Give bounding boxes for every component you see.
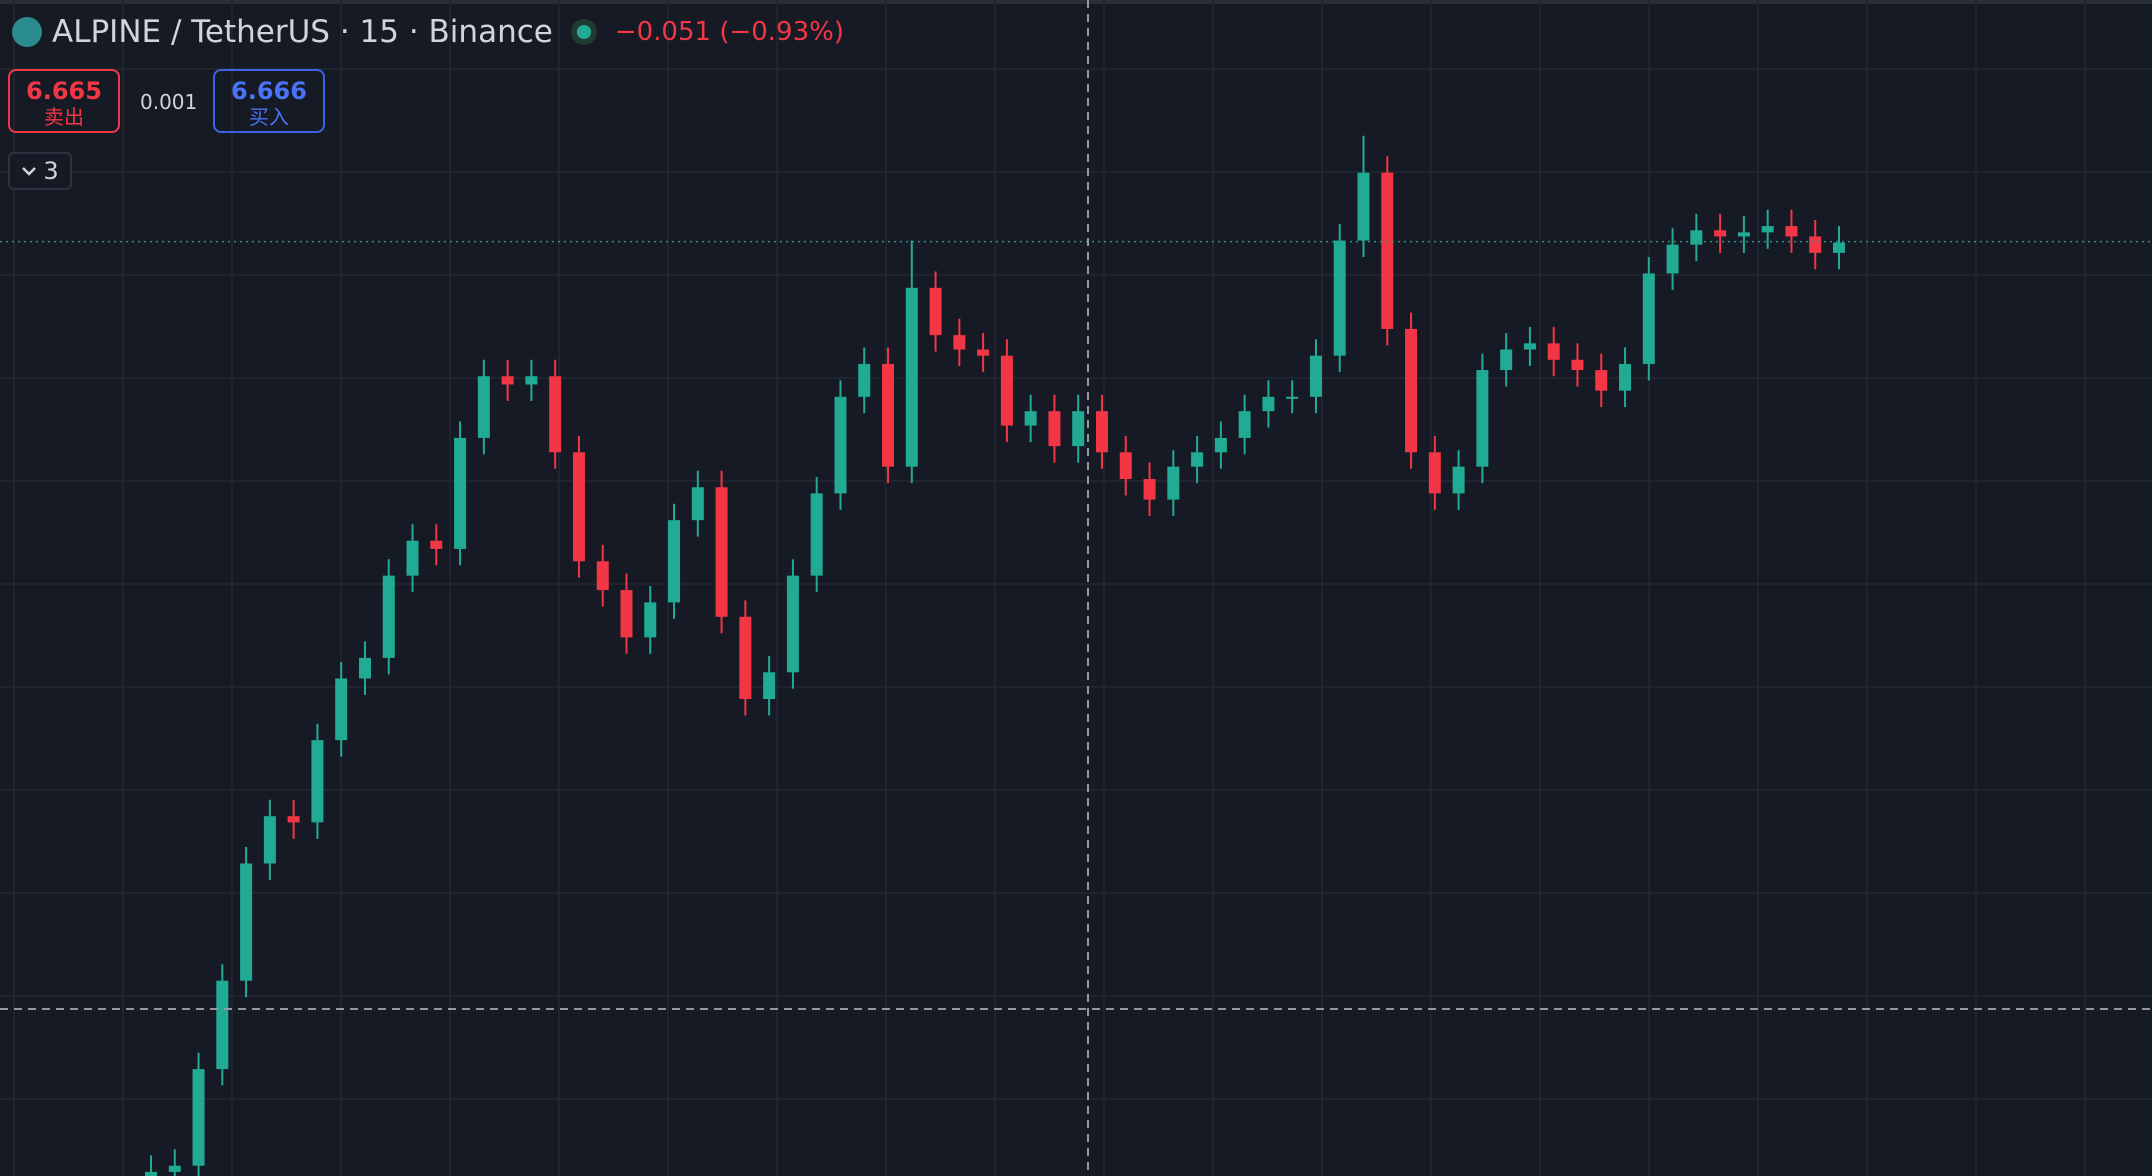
candle-body: [1761, 226, 1774, 233]
candle-body: [1167, 466, 1180, 500]
candle-body: [192, 1069, 205, 1166]
candle-body: [240, 863, 253, 981]
candle-body: [858, 363, 871, 397]
spread: 0.001: [140, 90, 198, 114]
indicators-toggle[interactable]: 3: [8, 152, 72, 190]
candle-body: [1405, 328, 1418, 453]
candle-body: [1286, 396, 1299, 399]
candle-body: [406, 540, 419, 576]
price-change: −0.051 (−0.93%): [614, 17, 844, 47]
candle-body: [1523, 343, 1536, 350]
candle-body: [1024, 411, 1037, 426]
candle-body: [596, 561, 609, 591]
sell-price: 6.665: [26, 77, 102, 105]
candle-body: [1737, 232, 1750, 237]
candle-body: [929, 287, 942, 336]
candle-body: [882, 363, 895, 467]
candle-body: [477, 376, 490, 438]
candle-body: [1547, 343, 1560, 360]
candle-body: [834, 396, 847, 494]
candle-body: [739, 616, 752, 700]
candle-body: [263, 816, 276, 864]
candle-body: [1143, 479, 1156, 500]
candle-body: [644, 602, 657, 638]
candle-body: [1809, 236, 1822, 253]
candle-body: [977, 349, 990, 356]
candle-body: [1595, 370, 1608, 391]
candle-body: [763, 672, 776, 700]
candle-body: [1381, 172, 1394, 329]
candle-body: [1000, 355, 1013, 426]
candle-body: [525, 376, 538, 385]
candle-body: [620, 590, 633, 638]
candle-body: [1476, 370, 1489, 467]
buy-button[interactable]: 6.666 买入: [213, 69, 325, 133]
sell-label: 卖出: [44, 105, 84, 129]
market-status[interactable]: [570, 19, 597, 45]
candle-body: [501, 376, 514, 385]
candle-body: [1833, 242, 1845, 253]
candle-body: [1191, 452, 1204, 467]
candle-body: [1428, 452, 1441, 494]
candle-body: [287, 816, 300, 823]
chevron-icon: [22, 167, 37, 176]
candle-body: [216, 980, 229, 1070]
candle-body: [1642, 273, 1655, 364]
candle-body: [1048, 411, 1061, 447]
candle-body: [430, 540, 443, 549]
candle-body: [905, 287, 918, 467]
candle-body: [1119, 452, 1132, 480]
symbol-logo: [12, 17, 42, 47]
candle-body: [1690, 230, 1703, 245]
candle-body: [358, 657, 371, 679]
candle-body: [145, 1171, 157, 1176]
candle-body: [1452, 466, 1465, 494]
candle-body: [668, 520, 681, 603]
candle-body: [168, 1165, 181, 1172]
candle-body: [1238, 411, 1251, 438]
candle-body: [311, 740, 324, 823]
candle-body: [691, 487, 704, 521]
indicators-count: 3: [43, 157, 59, 185]
candle-body: [1262, 396, 1275, 412]
top-border: [0, 0, 2152, 4]
candle-body: [1619, 363, 1632, 391]
candle-body: [810, 493, 823, 576]
header: ALPINE / TetherUS · 15 · Binance −0.051 …: [12, 14, 844, 50]
candle-body: [549, 376, 562, 453]
candle-body: [1333, 240, 1346, 356]
candle-body: [1714, 230, 1727, 237]
candle-body: [715, 487, 728, 617]
symbol-title[interactable]: ALPINE / TetherUS · 15 · Binance: [52, 14, 553, 50]
candle-body: [1214, 437, 1227, 453]
candles: [0, 135, 2152, 1176]
candle-body: [1666, 244, 1679, 274]
candle-body: [382, 575, 395, 658]
sell-button[interactable]: 6.665 卖出: [8, 69, 120, 133]
candle-body: [953, 335, 966, 350]
buy-label: 买入: [249, 105, 289, 129]
buy-price: 6.666: [231, 77, 307, 105]
candle-body: [1500, 349, 1513, 371]
candle-body: [1571, 359, 1584, 371]
candle-body: [572, 452, 585, 562]
candle-body: [1357, 172, 1370, 241]
candle-body: [786, 575, 799, 673]
candle-body: [1095, 411, 1108, 453]
candle-body: [1072, 411, 1085, 447]
candle-body: [1309, 355, 1322, 397]
candle-body: [1785, 226, 1798, 237]
candle-body: [454, 437, 467, 549]
candle-body: [335, 678, 348, 741]
